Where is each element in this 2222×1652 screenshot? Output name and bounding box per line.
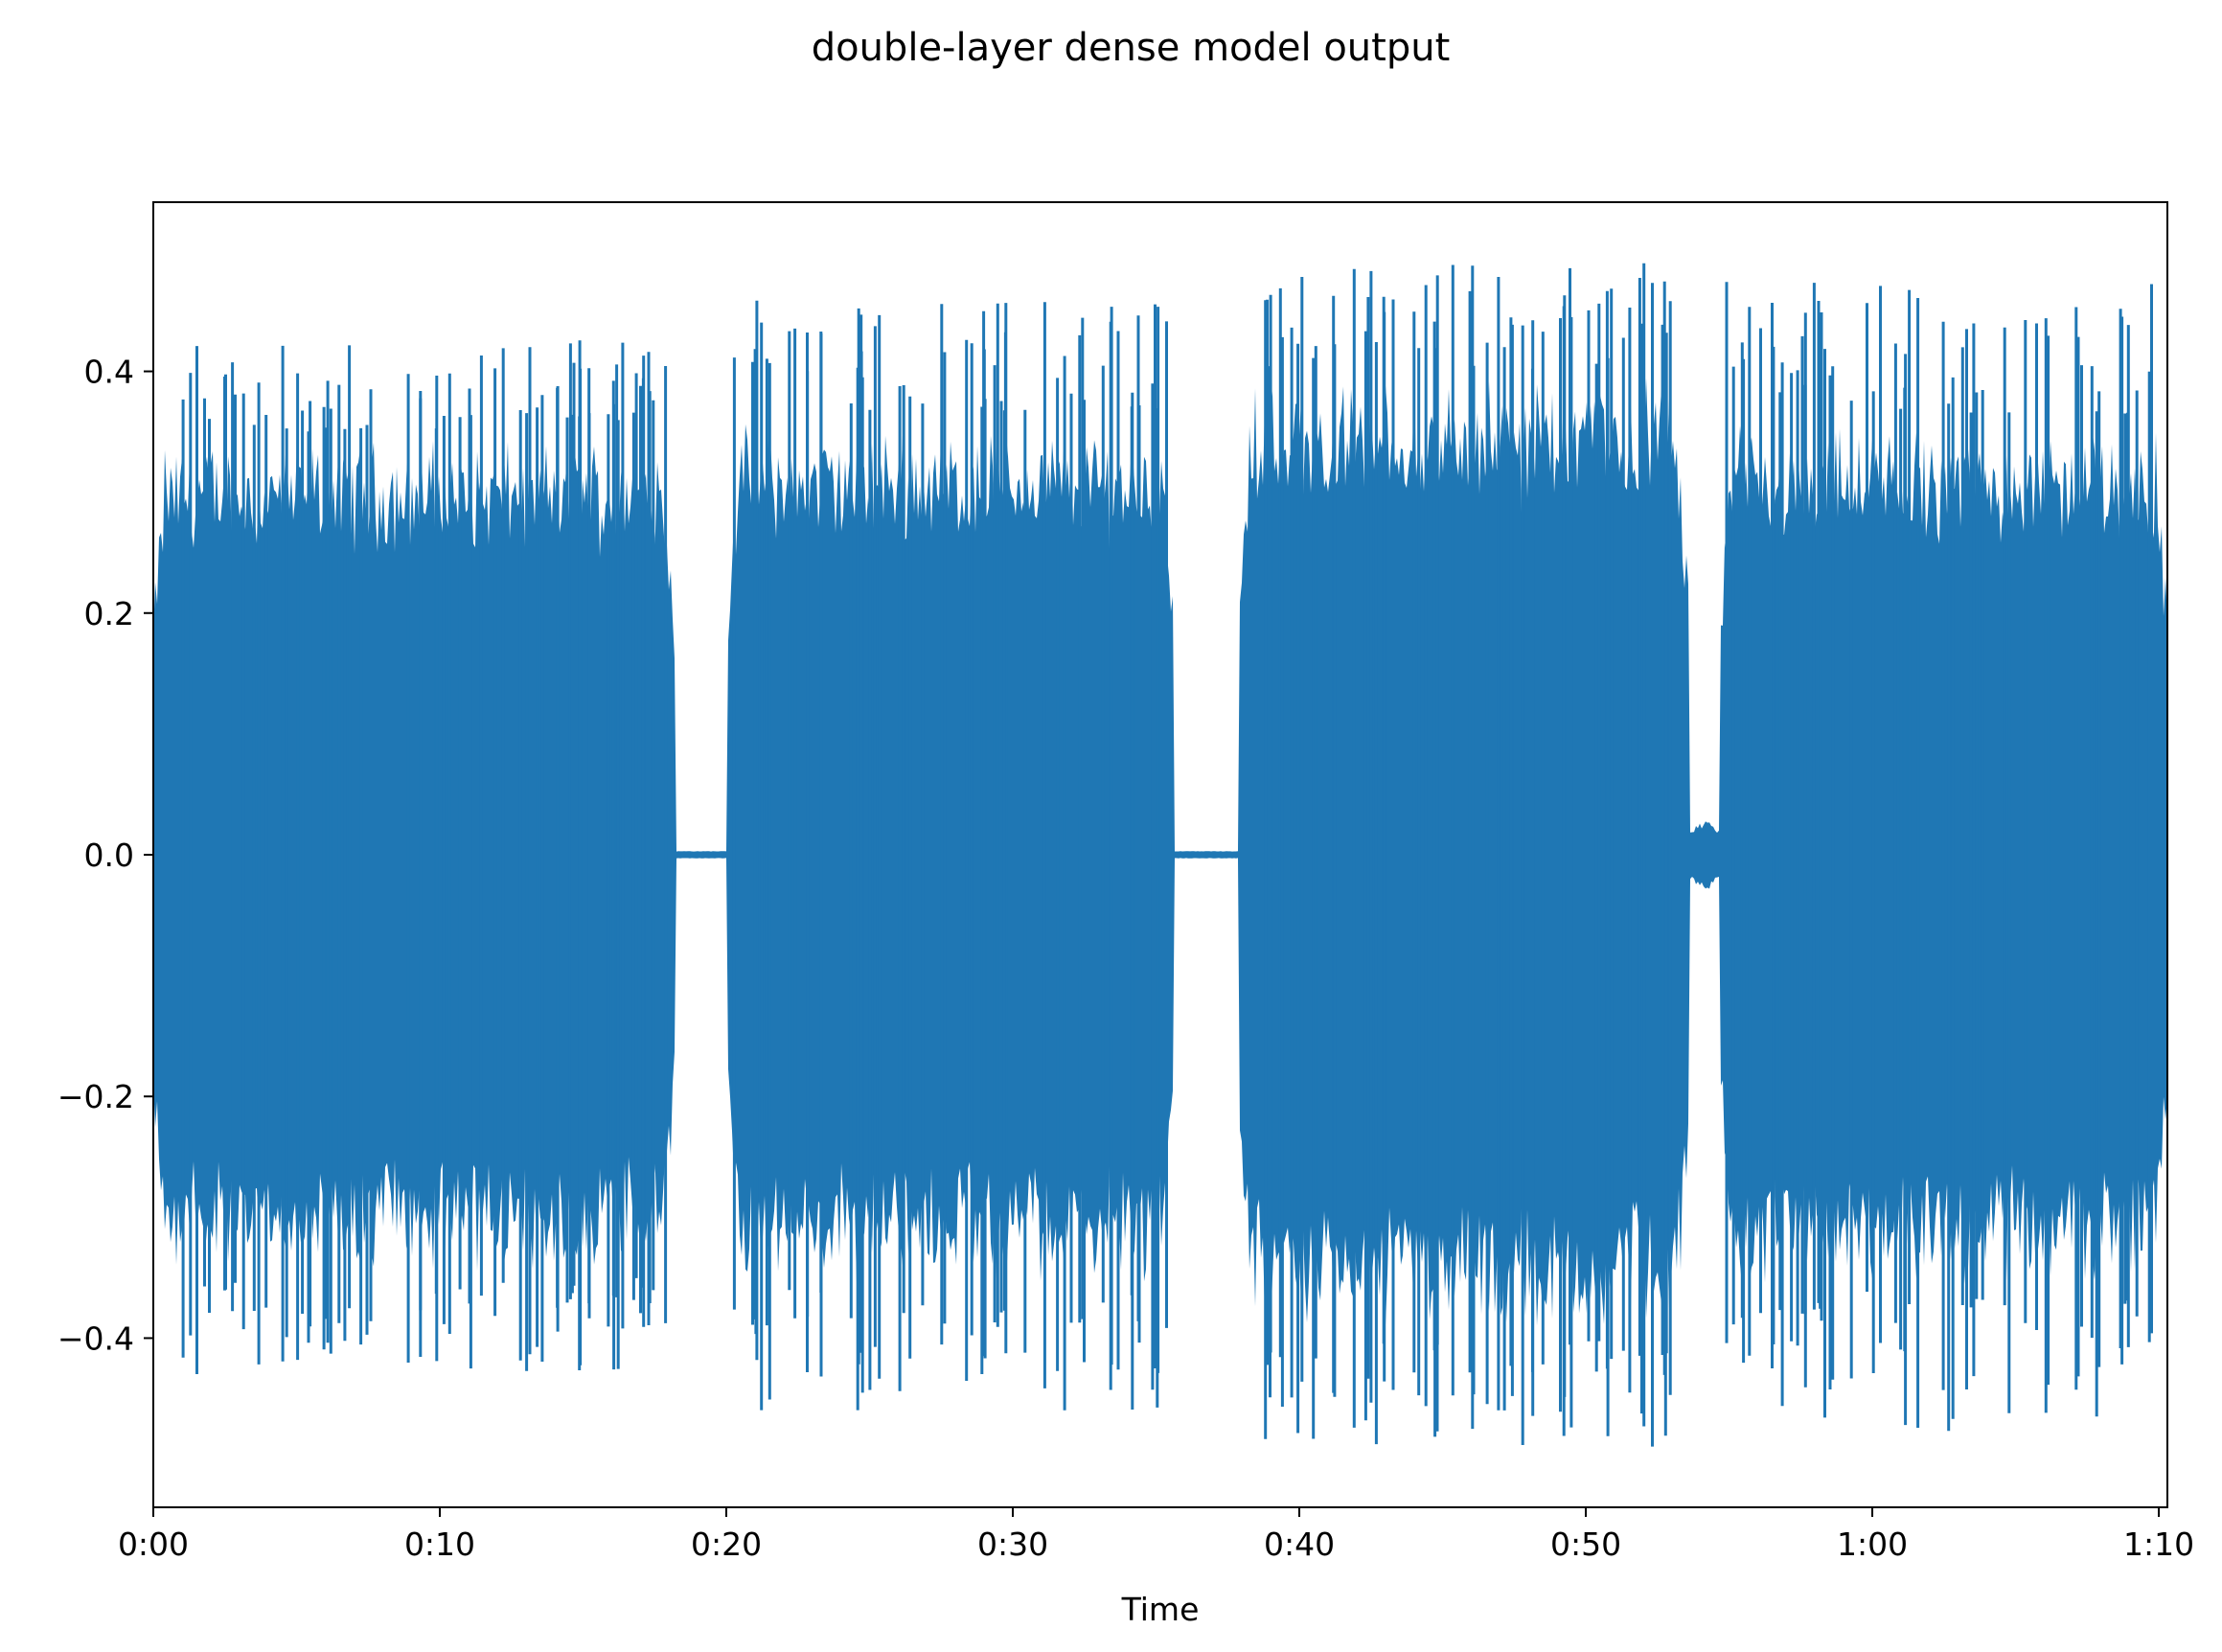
chart-title: double-layer dense model output — [812, 26, 1451, 70]
y-tick-label: −0.2 — [57, 1078, 134, 1115]
x-tick-label: 1:10 — [2123, 1526, 2194, 1563]
y-axis: −0.4 −0.2 0.0 0.2 0.4 — [57, 354, 153, 1357]
x-tick-label: 0:20 — [691, 1526, 762, 1563]
x-tick-label: 0:00 — [118, 1526, 189, 1563]
y-tick-label: 0.0 — [84, 837, 134, 874]
x-tick-label: 0:50 — [1550, 1526, 1621, 1563]
x-tick-label: 0:30 — [977, 1526, 1048, 1563]
x-tick-label: 0:40 — [1264, 1526, 1335, 1563]
x-tick-label: 1:00 — [1837, 1526, 1908, 1563]
y-tick-label: −0.4 — [57, 1319, 134, 1357]
waveform-spikes — [181, 263, 2153, 1447]
y-tick-label: 0.4 — [84, 354, 134, 391]
x-axis: 0:00 0:10 0:20 0:30 0:40 0:50 1:00 1:10 — [118, 1507, 2194, 1563]
x-axis-label: Time — [1121, 1591, 1200, 1628]
y-tick-label: 0.2 — [84, 595, 134, 632]
plot-area — [152, 201, 2168, 1508]
x-tick-label: 0:10 — [404, 1526, 475, 1563]
